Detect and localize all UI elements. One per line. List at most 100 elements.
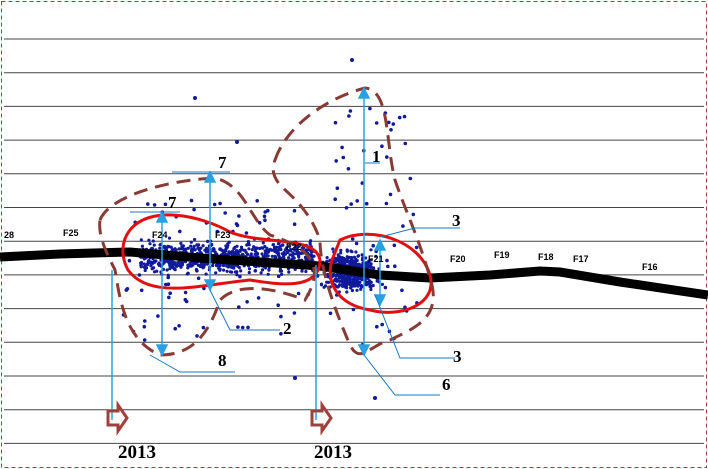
event-dot bbox=[173, 326, 177, 331]
event-dot bbox=[157, 261, 161, 265]
event-dot bbox=[360, 284, 364, 288]
event-dot bbox=[169, 245, 173, 249]
fault-label: F16 bbox=[642, 262, 658, 272]
event-dot bbox=[222, 268, 226, 272]
event-dot bbox=[239, 269, 243, 273]
event-dot bbox=[350, 237, 355, 241]
event-dot bbox=[247, 247, 251, 251]
event-dot bbox=[256, 296, 261, 300]
event-dot bbox=[179, 241, 183, 245]
event-dot bbox=[297, 255, 301, 259]
event-dot bbox=[168, 291, 172, 296]
event-dot bbox=[369, 287, 373, 292]
event-dot bbox=[183, 249, 187, 253]
event-dot bbox=[223, 249, 228, 253]
event-dot bbox=[380, 282, 384, 286]
event-dot bbox=[364, 256, 368, 260]
event-dot bbox=[196, 263, 201, 267]
event-dot bbox=[349, 202, 354, 206]
event-dot bbox=[280, 243, 285, 247]
event-dot bbox=[163, 202, 168, 207]
envelope-outline bbox=[271, 86, 435, 356]
annotations: 7 7 1 3 3 2 8 6 2013 2013 bbox=[118, 147, 462, 463]
annotation: 6 bbox=[442, 375, 451, 394]
event-dot bbox=[263, 266, 268, 270]
event-dot bbox=[368, 280, 372, 285]
event-dot bbox=[385, 155, 389, 159]
event-dot bbox=[235, 273, 239, 277]
event-dot bbox=[166, 282, 171, 287]
event-dot bbox=[150, 267, 154, 271]
event-dot bbox=[338, 255, 342, 259]
event-dot bbox=[344, 206, 349, 210]
event-dot bbox=[260, 268, 265, 272]
event-dot bbox=[235, 249, 239, 253]
event-dot bbox=[372, 266, 376, 270]
event-dot bbox=[127, 258, 132, 263]
event-dot bbox=[189, 244, 193, 248]
event-dot bbox=[157, 263, 161, 267]
event-dot bbox=[156, 314, 160, 318]
event-dot bbox=[165, 268, 169, 272]
event-dot bbox=[199, 246, 203, 250]
event-dot bbox=[292, 208, 297, 213]
event-dot bbox=[147, 238, 151, 242]
event-dot bbox=[384, 201, 389, 206]
event-dot bbox=[142, 262, 146, 266]
event-dot bbox=[368, 106, 372, 111]
event-dot bbox=[356, 254, 360, 258]
event-dot bbox=[336, 285, 340, 289]
event-dot bbox=[201, 244, 205, 248]
event-dot bbox=[180, 260, 185, 265]
event-dot bbox=[263, 218, 267, 222]
event-dot bbox=[183, 297, 188, 302]
event-dot bbox=[233, 245, 237, 249]
event-dot bbox=[206, 239, 210, 243]
event-dot bbox=[388, 192, 393, 197]
event-dot bbox=[271, 243, 276, 247]
event-dot bbox=[294, 252, 298, 256]
event-dot bbox=[304, 248, 308, 252]
event-dot bbox=[411, 212, 416, 217]
event-dot bbox=[389, 128, 393, 132]
event-dot bbox=[142, 338, 147, 342]
event-dot bbox=[351, 307, 356, 312]
event-dot bbox=[350, 288, 354, 293]
grid-lines bbox=[4, 38, 704, 444]
event-dot bbox=[300, 269, 304, 273]
event-dot bbox=[253, 269, 258, 273]
event-dot bbox=[189, 198, 194, 203]
fault-label: F23 bbox=[215, 230, 231, 240]
event-dot bbox=[246, 240, 250, 244]
event-dot bbox=[400, 288, 404, 293]
event-dot bbox=[188, 262, 192, 266]
event-dot bbox=[225, 263, 229, 267]
event-dot bbox=[183, 290, 188, 295]
event-dot bbox=[139, 238, 143, 242]
event-dot bbox=[147, 259, 151, 263]
event-dot bbox=[146, 202, 150, 206]
event-dot bbox=[348, 109, 353, 113]
event-dot bbox=[350, 58, 354, 62]
annotation: 7 bbox=[218, 153, 227, 172]
event-dot bbox=[267, 249, 271, 253]
event-dot bbox=[341, 155, 346, 160]
event-dot bbox=[334, 159, 339, 163]
event-dot bbox=[215, 229, 220, 234]
event-dot bbox=[250, 248, 254, 252]
event-dot bbox=[238, 249, 242, 253]
event-dot bbox=[369, 265, 373, 269]
event-dot bbox=[139, 260, 144, 265]
event-dot bbox=[166, 260, 170, 264]
event-dot bbox=[267, 268, 271, 272]
event-dot bbox=[237, 214, 241, 218]
event-dot bbox=[368, 284, 372, 289]
event-dot bbox=[364, 283, 369, 287]
event-dot bbox=[158, 246, 162, 250]
arrows bbox=[111, 86, 387, 420]
event-dot bbox=[335, 274, 339, 278]
fault-label: F25 bbox=[63, 228, 79, 238]
event-dot bbox=[291, 254, 295, 258]
event-dot bbox=[244, 231, 249, 235]
